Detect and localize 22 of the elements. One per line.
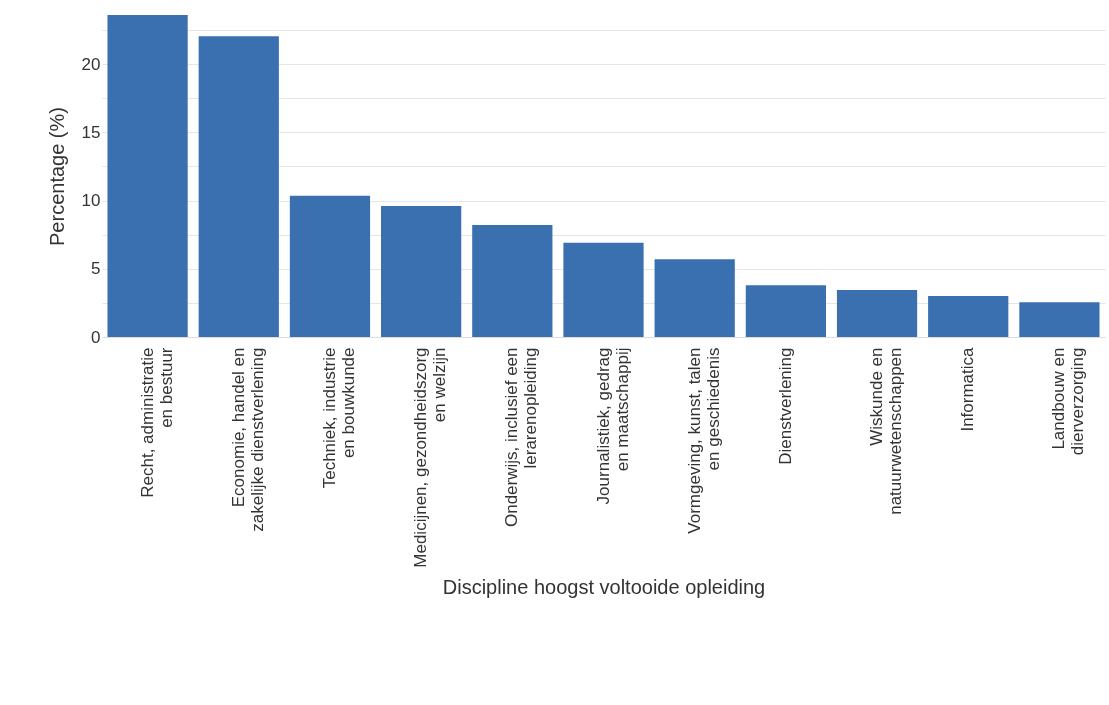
bar	[381, 206, 462, 337]
y-axis-title: Percentage (%)	[45, 107, 68, 246]
bar	[198, 36, 279, 337]
y-tick-label: 5	[91, 259, 101, 279]
y-tick-label: 20	[81, 54, 101, 74]
bar	[563, 242, 644, 337]
bar	[928, 296, 1009, 337]
bar	[745, 285, 826, 337]
y-tick-label: 15	[81, 122, 101, 142]
y-tick-label: 0	[91, 327, 101, 347]
bar	[836, 289, 918, 337]
bar	[289, 195, 371, 337]
y-tick-label: 10	[81, 191, 101, 211]
bar	[472, 225, 553, 337]
x-tick-label: Landbouw en dierverzorging	[1049, 347, 1088, 456]
bar	[107, 15, 188, 337]
bar	[654, 259, 735, 337]
x-tick-label: Dienstverlening	[775, 347, 795, 465]
x-tick-label: Informatica	[958, 346, 978, 432]
x-tick-label: Recht, administratie en bestuur	[137, 347, 176, 498]
bar	[1019, 302, 1100, 337]
x-axis-title: Discipline hoogst voltooide opleiding	[442, 575, 766, 598]
